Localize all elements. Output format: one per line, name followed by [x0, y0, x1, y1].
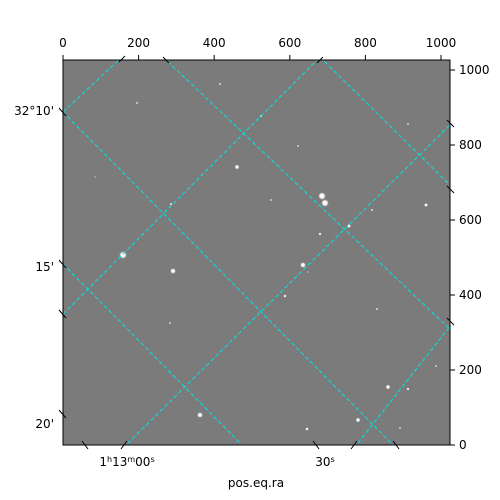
top-grid-ticks [118, 55, 324, 64]
sky-image [63, 60, 450, 445]
stars [94, 82, 437, 431]
top-axis [62, 55, 442, 60]
top-tick-label: 600 [278, 36, 301, 50]
right-axis [450, 69, 455, 446]
right-tick-label: 1000 [459, 63, 490, 77]
bottom-tick-label: 1h13m00s [99, 455, 154, 469]
bottom-axis [81, 440, 400, 450]
right-tick-label: 800 [459, 138, 482, 152]
right-tick-label: 600 [459, 213, 482, 227]
plot-frame [62, 59, 451, 446]
left-axis [58, 107, 67, 419]
left-tick-label: 32°10' [14, 104, 54, 118]
x-axis-label: pos.eq.ra [228, 476, 284, 490]
left-tick-label: 15' [35, 260, 54, 274]
top-tick-label: 400 [203, 36, 226, 50]
right-grid-ticks [446, 119, 455, 326]
coordinate-grid [63, 60, 450, 445]
top-tick-label: 1000 [426, 36, 457, 50]
bottom-tick-label: 30s [315, 455, 334, 469]
top-tick-label: 800 [354, 36, 377, 50]
right-tick-label: 200 [459, 363, 482, 377]
top-tick-label: 200 [127, 36, 150, 50]
top-tick-label: 0 [59, 36, 67, 50]
right-tick-label: 0 [459, 438, 467, 452]
left-tick-label: 20' [35, 417, 54, 431]
right-tick-label: 400 [459, 288, 482, 302]
